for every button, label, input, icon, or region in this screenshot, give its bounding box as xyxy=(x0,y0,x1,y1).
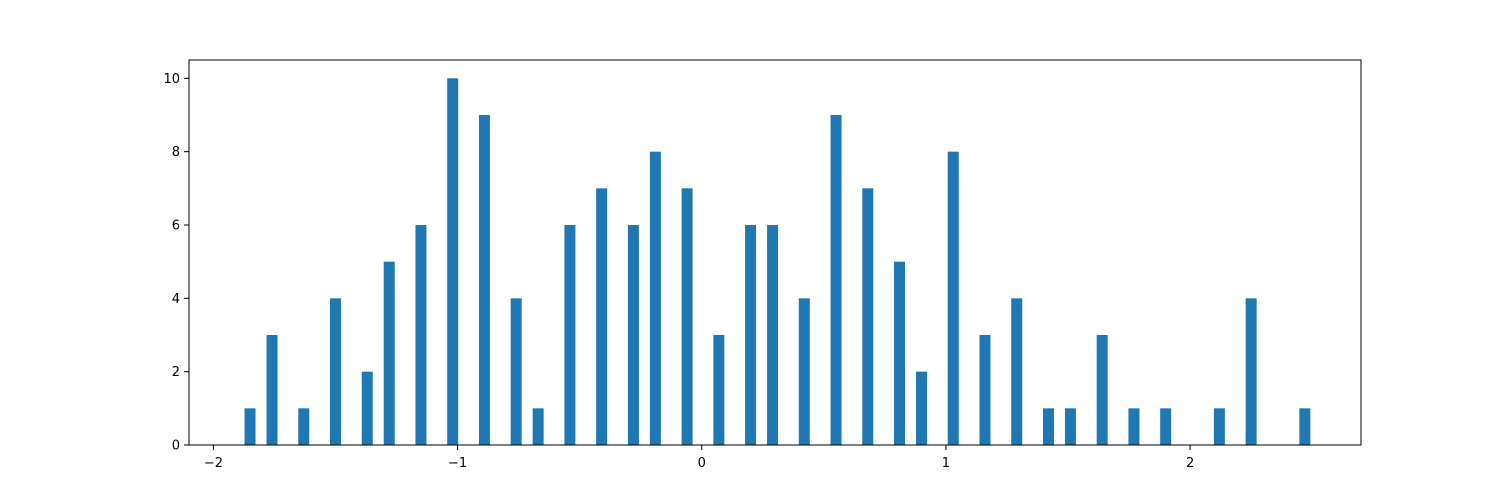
bar xyxy=(745,225,757,445)
bar xyxy=(510,298,522,445)
bar xyxy=(1096,335,1108,445)
bar xyxy=(916,371,927,445)
bar xyxy=(1245,298,1257,445)
bar xyxy=(330,298,341,445)
y-tick-label: 4 xyxy=(172,292,180,307)
bar xyxy=(1042,408,1054,445)
bar xyxy=(1213,408,1225,445)
bar xyxy=(713,335,725,445)
y-axis-ticks: 0 2 4 6 8 10 xyxy=(163,72,189,454)
bar xyxy=(244,408,256,445)
bar xyxy=(681,188,693,446)
bar xyxy=(627,225,639,445)
bar xyxy=(830,115,842,445)
bar xyxy=(361,371,373,445)
bar xyxy=(979,335,991,445)
y-tick-label: 0 xyxy=(172,439,180,454)
y-tick-label: 2 xyxy=(172,365,180,380)
bar xyxy=(1011,298,1023,445)
x-tick-label: −1 xyxy=(448,456,467,471)
x-tick-label: 1 xyxy=(942,456,950,471)
bar xyxy=(798,298,810,445)
bar xyxy=(447,78,459,445)
bar xyxy=(596,188,608,446)
x-tick-label: 2 xyxy=(1186,456,1194,471)
bars-group xyxy=(244,78,1311,446)
y-tick-label: 8 xyxy=(172,145,180,160)
bar xyxy=(1160,408,1172,445)
x-tick-label: 0 xyxy=(698,456,706,471)
bar xyxy=(894,261,906,445)
bar xyxy=(1299,408,1311,445)
bar xyxy=(1064,408,1076,445)
bar xyxy=(383,261,395,445)
bar xyxy=(266,335,278,445)
bar xyxy=(415,225,427,445)
bar xyxy=(1128,408,1140,445)
bar xyxy=(767,225,779,445)
x-tick-label: −2 xyxy=(204,456,223,471)
x-axis-ticks: −2 −1 0 1 2 xyxy=(204,445,1194,471)
y-tick-label: 10 xyxy=(163,72,180,87)
bar xyxy=(649,151,661,445)
bar xyxy=(478,115,490,445)
bar xyxy=(564,225,576,445)
bar xyxy=(532,408,544,445)
axes-frame xyxy=(188,59,1362,446)
y-tick-label: 6 xyxy=(172,219,180,234)
bar xyxy=(862,188,874,446)
bar xyxy=(947,151,959,445)
bar xyxy=(298,408,310,445)
